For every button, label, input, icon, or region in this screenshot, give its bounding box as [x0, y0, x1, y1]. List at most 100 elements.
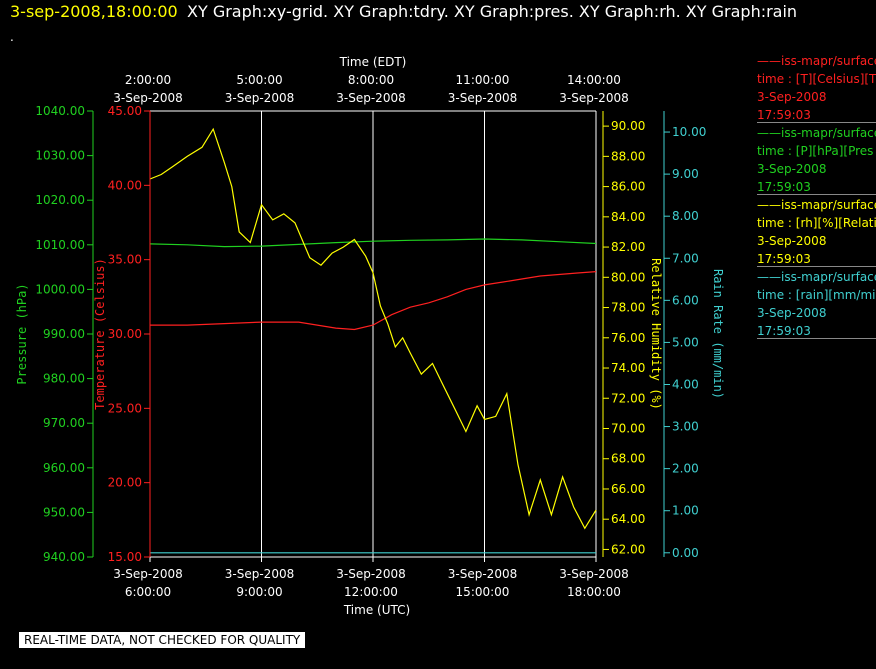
series-line-tdry [150, 271, 597, 331]
x-top-tick-date: 3-Sep-2008 [448, 91, 517, 105]
series-lines [149, 127, 597, 554]
series-line-pres [149, 238, 597, 248]
y-tick-label-rain: 10.00 [672, 125, 706, 139]
y-tick-label-pres: 1010.00 [35, 238, 85, 252]
legend-entry-line1: ——iss-mapr/surface [757, 126, 876, 140]
legend-separator [757, 122, 876, 123]
legend-entry-line4: 17:59:03 [757, 252, 811, 266]
y-tick-label-rh: 82.00 [611, 240, 645, 254]
y-tick-label-pres: 960.00 [43, 461, 85, 475]
y-tick-label-pres: 1040.00 [35, 104, 85, 118]
y-tick-label-rain: 8.00 [672, 209, 699, 223]
x-top-tick-time: 5:00:00 [236, 73, 282, 87]
y-tick-label-tdry: 45.00 [108, 104, 142, 118]
x-top-tick-time: 11:00:00 [456, 73, 510, 87]
y-tick-label-rain: 4.00 [672, 377, 699, 391]
y-tick-label-pres: 1020.00 [35, 193, 85, 207]
legend-entry-line2: time : [T][Celsius][T [757, 72, 876, 86]
x-bottom-tick-date: 3-Sep-2008 [559, 567, 628, 581]
header-graph-titles: XY Graph:xy-grid. XY Graph:tdry. XY Grap… [187, 2, 798, 21]
y-tick-label-tdry: 20.00 [108, 476, 142, 490]
y-tick-label-rain: 5.00 [672, 335, 699, 349]
y-tick-label-tdry: 25.00 [108, 401, 142, 415]
y-axis-title-tdry: Temperature (Celsius) [93, 258, 107, 410]
y-tick-label-rh: 86.00 [611, 180, 645, 194]
legend-separator [757, 266, 876, 267]
legend-entry-line4: 17:59:03 [757, 324, 811, 338]
y-tick-label-rh: 70.00 [611, 421, 645, 435]
legend-entry-line2: time : [P][hPa][Pres [757, 144, 874, 158]
y-tick-label-rain: 0.00 [672, 546, 699, 560]
y-tick-label-rain: 3.00 [672, 420, 699, 434]
y-axis-title-rh: Relative Humidity (%) [649, 258, 663, 410]
x-bottom-axis-title: Time (UTC) [343, 603, 410, 617]
y-axis-title-rain: Rain Rate (mm/min) [711, 269, 725, 399]
legend-entry-line2: time : [rh][%][Relati [757, 216, 876, 230]
x-bottom-tick-date: 3-Sep-2008 [336, 567, 405, 581]
legend-entry-line3: 3-Sep-2008 [757, 234, 827, 248]
legend-entry-line1: ——iss-mapr/surface [757, 270, 876, 284]
y-tick-label-tdry: 35.00 [108, 253, 142, 267]
y-tick-label-rh: 76.00 [611, 331, 645, 345]
legend-separator [757, 194, 876, 195]
x-top-tick-time: 8:00:00 [348, 73, 394, 87]
quality-disclaimer: REAL-TIME DATA, NOT CHECKED FOR QUALITY [19, 632, 306, 648]
x-top-tick-time: 14:00:00 [567, 73, 621, 87]
y-tick-label-rh: 78.00 [611, 301, 645, 315]
y-tick-label-rh: 90.00 [611, 119, 645, 133]
x-top-tick-date: 3-Sep-2008 [336, 91, 405, 105]
y-tick-label-rain: 7.00 [672, 251, 699, 265]
y-tick-label-rh: 74.00 [611, 361, 645, 375]
x-bottom-tick-time: 18:00:00 [567, 585, 621, 599]
y-tick-label-pres: 970.00 [43, 416, 85, 430]
x-bottom-tick-time: 15:00:00 [456, 585, 510, 599]
x-top-tick-time: 2:00:00 [125, 73, 171, 87]
y-tick-label-rh: 68.00 [611, 452, 645, 466]
y-tick-label-rh: 72.00 [611, 391, 645, 405]
x-bottom-tick-date: 3-Sep-2008 [448, 567, 517, 581]
x-bottom-tick-time: 6:00:00 [125, 585, 171, 599]
axes: Time (EDT) 2:00:00 3-Sep-2008 5:00:00 3-Sep-… [15, 55, 725, 617]
x-bottom-tick-time: 9:00:00 [236, 585, 282, 599]
y-tick-label-rain: 1.00 [672, 504, 699, 518]
x-top-tick-date: 3-Sep-2008 [225, 91, 294, 105]
y-tick-label-tdry: 30.00 [108, 327, 142, 341]
y-tick-label-pres: 1000.00 [35, 282, 85, 296]
y-tick-label-rh: 84.00 [611, 210, 645, 224]
vertical-grid [149, 110, 597, 558]
y-tick-label-rain: 2.00 [672, 462, 699, 476]
y-tick-label-pres: 990.00 [43, 327, 85, 341]
series-line-rh [149, 127, 597, 530]
x-bottom-tick-date: 3-Sep-2008 [113, 567, 182, 581]
legend-entry-line4: 17:59:03 [757, 180, 811, 194]
y-tick-label-rh: 62.00 [611, 542, 645, 556]
x-bottom-tick-time: 12:00:00 [344, 585, 398, 599]
x-top-tick-date: 3-Sep-2008 [559, 91, 628, 105]
y-tick-label-rh: 80.00 [611, 270, 645, 284]
y-tick-label-rain: 6.00 [672, 293, 699, 307]
legend-entry-line3: 3-Sep-2008 [757, 162, 827, 176]
header-dot: . [10, 30, 14, 44]
legend-entry-line1: ——iss-mapr/surface [757, 198, 876, 212]
x-bottom-tick-date: 3-Sep-2008 [225, 567, 294, 581]
y-tick-label-pres: 1030.00 [35, 149, 85, 163]
x-top-axis-title: Time (EDT) [339, 55, 407, 69]
y-tick-label-tdry: 40.00 [108, 178, 142, 192]
legend-entry-line3: 3-Sep-2008 [757, 306, 827, 320]
legend-entry-line4: 17:59:03 [757, 108, 811, 122]
y-tick-label-rain: 9.00 [672, 167, 699, 181]
y-tick-label-rh: 66.00 [611, 482, 645, 496]
legend-separator [757, 338, 876, 339]
y-tick-label-rh: 88.00 [611, 149, 645, 163]
y-tick-label-pres: 980.00 [43, 372, 85, 386]
legend-entry-line1: ——iss-mapr/surface [757, 54, 876, 68]
y-tick-label-rh: 64.00 [611, 512, 645, 526]
legend-entry-line3: 3-Sep-2008 [757, 90, 827, 104]
header-datetime: 3-sep-2008,18:00:00 [10, 2, 178, 21]
y-axis-title-pres: Pressure (hPa) [15, 283, 29, 384]
y-tick-label-tdry: 15.00 [108, 550, 142, 564]
x-top-tick-date: 3-Sep-2008 [113, 91, 182, 105]
legend-entry-line2: time : [rain][mm/min [757, 288, 876, 302]
y-tick-label-pres: 940.00 [43, 550, 85, 564]
